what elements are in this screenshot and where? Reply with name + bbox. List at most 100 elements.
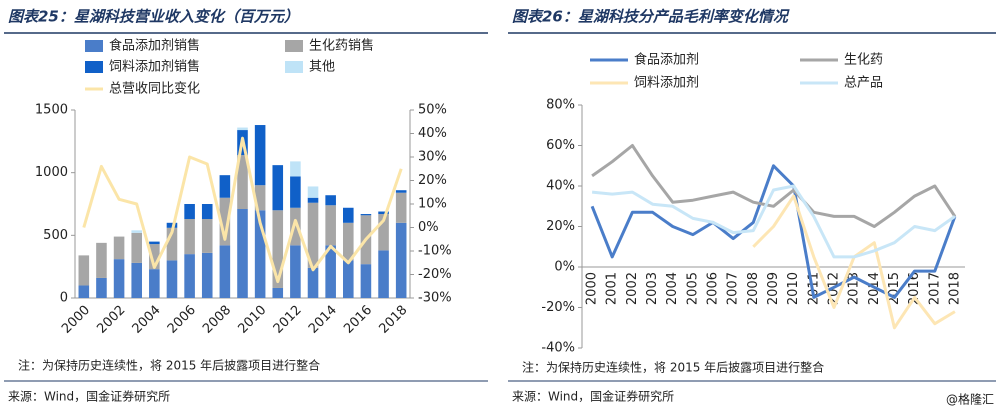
bar-segment xyxy=(325,245,336,298)
y-tick-label: 0 xyxy=(60,291,68,306)
bar-segment xyxy=(378,211,389,215)
legend-label: 总营收同比变化 xyxy=(109,81,200,97)
y-tick-label: -20% xyxy=(541,300,575,315)
y2-tick-label: 0% xyxy=(418,220,439,235)
y2-tick-label: 50% xyxy=(418,103,447,118)
bar-segment xyxy=(307,197,319,203)
legend-label: 食品添加剂 xyxy=(634,52,699,68)
x-tick-label: 2003 xyxy=(645,272,660,305)
x-tick-label: 2010 xyxy=(786,272,801,305)
bar-segment xyxy=(254,125,266,186)
bar-segment xyxy=(360,264,372,298)
bar-segment xyxy=(307,267,319,298)
bar-segment xyxy=(78,285,90,298)
bar-segment xyxy=(113,236,125,260)
legend-label: 生化药销售 xyxy=(309,38,374,54)
bar-segment xyxy=(254,210,266,298)
y-tick-label: 60% xyxy=(546,138,575,153)
source: 来源：Wind，国金证券研究所 xyxy=(512,389,674,404)
x-tick-label: 2011 xyxy=(806,272,821,305)
y2-tick-label: -20% xyxy=(418,267,452,282)
y-tick-label: -40% xyxy=(541,341,575,356)
bar-segment xyxy=(96,277,107,298)
y-tick-label: 80% xyxy=(546,98,575,113)
y-tick-label: 500 xyxy=(43,228,68,243)
y2-tick-label: -30% xyxy=(418,291,452,306)
chart-title: 图表25：星湖科技营业收入变化（百万元） xyxy=(8,8,299,26)
legend-label: 饲料添加剂销售 xyxy=(109,59,200,75)
bar-segment xyxy=(378,214,389,251)
bar-segment xyxy=(166,222,178,228)
bar-segment xyxy=(325,195,336,206)
bar-segment xyxy=(184,204,195,220)
bar-segment xyxy=(307,202,319,268)
bar-segment xyxy=(395,190,407,193)
bar-segment xyxy=(290,176,301,208)
note: 注：为保持历史连续性，将 2015 年后披露项目进行整合 xyxy=(522,360,824,375)
bar-segment xyxy=(131,262,142,298)
y2-tick-label: -10% xyxy=(418,244,452,259)
line-series xyxy=(591,184,956,259)
y-tick-label: 0% xyxy=(554,260,575,275)
legend-label: 食品添加剂销售 xyxy=(109,38,200,54)
bar-segment xyxy=(272,210,284,288)
y2-tick-label: 30% xyxy=(418,150,447,165)
bar-segment xyxy=(343,207,354,223)
x-tick-label: 2008 xyxy=(746,272,761,305)
bar-segment xyxy=(149,241,160,245)
bar-segment xyxy=(131,230,142,233)
x-tick-label: 2016 xyxy=(907,272,922,305)
y-tick-label: 40% xyxy=(546,179,575,194)
bar-segment xyxy=(395,192,407,223)
legend-label: 饲料添加剂 xyxy=(634,76,699,91)
bar-segment xyxy=(290,207,301,246)
bar-segment xyxy=(254,185,266,211)
bar-segment xyxy=(290,161,301,177)
x-tick-label: 2004 xyxy=(665,272,680,305)
bar-segment xyxy=(343,260,354,298)
legend-swatch xyxy=(85,61,103,73)
bar-segment xyxy=(219,245,231,298)
x-tick-label: 2006 xyxy=(706,272,721,305)
legend-swatch xyxy=(285,61,303,73)
y2-tick-label: 10% xyxy=(418,197,447,212)
x-tick-label: 2007 xyxy=(726,272,741,305)
x-tick-label: 2005 xyxy=(685,272,700,305)
bar-segment xyxy=(395,222,407,298)
bar-segment xyxy=(272,287,284,298)
bar-segment xyxy=(325,205,336,246)
bar-segment xyxy=(343,222,354,261)
line-series xyxy=(590,164,957,299)
bar-segment xyxy=(166,227,178,261)
y2-tick-label: 20% xyxy=(418,173,447,188)
bar-segment xyxy=(360,214,372,216)
note: 注：为保持历史连续性，将 2015 年后披露项目进行整合 xyxy=(18,358,320,373)
x-tick-label: 2017 xyxy=(927,272,942,305)
legend-swatch xyxy=(85,40,103,52)
legend-label: 其他 xyxy=(309,60,335,75)
bar-segment xyxy=(237,127,248,131)
y-tick-label: 1000 xyxy=(35,165,68,180)
chart-title: 图表26：星湖科技分产品毛利率变化情况 xyxy=(512,8,790,26)
bar-segment xyxy=(201,219,213,253)
source: 来源：Wind，国金证券研究所 xyxy=(8,389,170,404)
bar-segment xyxy=(201,252,213,298)
bar-segment xyxy=(307,186,319,198)
bar-segment xyxy=(272,165,284,211)
watermark: @格隆汇 xyxy=(946,392,994,407)
bar-segment xyxy=(237,209,248,298)
y-tick-label: 1500 xyxy=(35,103,68,118)
bar-segment xyxy=(290,245,301,298)
y-tick-label: 20% xyxy=(546,219,575,234)
bar-segment xyxy=(184,219,195,255)
bar-segment xyxy=(149,269,160,298)
x-tick-label: 2001 xyxy=(605,272,620,305)
bar-segment xyxy=(78,255,90,286)
bar-segment xyxy=(219,175,231,198)
line-series xyxy=(82,136,403,284)
x-tick-label: 2000 xyxy=(585,272,600,305)
bar-segment xyxy=(184,254,195,298)
x-tick-label: 2002 xyxy=(625,272,640,305)
bar-segment xyxy=(131,232,142,263)
